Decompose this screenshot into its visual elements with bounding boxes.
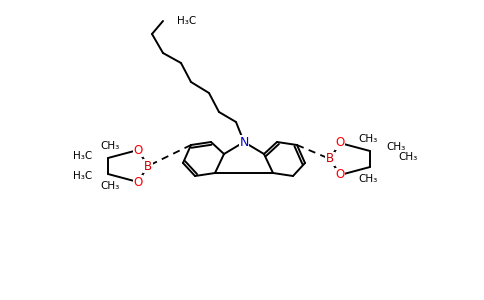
Text: O: O bbox=[134, 143, 143, 157]
Text: CH₃: CH₃ bbox=[358, 174, 378, 184]
Text: N: N bbox=[239, 136, 249, 148]
Text: CH₃: CH₃ bbox=[386, 142, 405, 152]
Text: B: B bbox=[326, 152, 334, 166]
Text: CH₃: CH₃ bbox=[100, 181, 120, 191]
Text: H₃C: H₃C bbox=[73, 171, 92, 181]
Text: CH₃: CH₃ bbox=[358, 134, 378, 144]
Text: H₃C: H₃C bbox=[73, 151, 92, 161]
Text: B: B bbox=[144, 160, 152, 172]
Text: CH₃: CH₃ bbox=[398, 152, 417, 162]
Text: O: O bbox=[335, 169, 345, 182]
Text: CH₃: CH₃ bbox=[100, 141, 120, 151]
Text: H₃C: H₃C bbox=[177, 16, 196, 26]
Text: O: O bbox=[335, 136, 345, 149]
Text: O: O bbox=[134, 176, 143, 188]
